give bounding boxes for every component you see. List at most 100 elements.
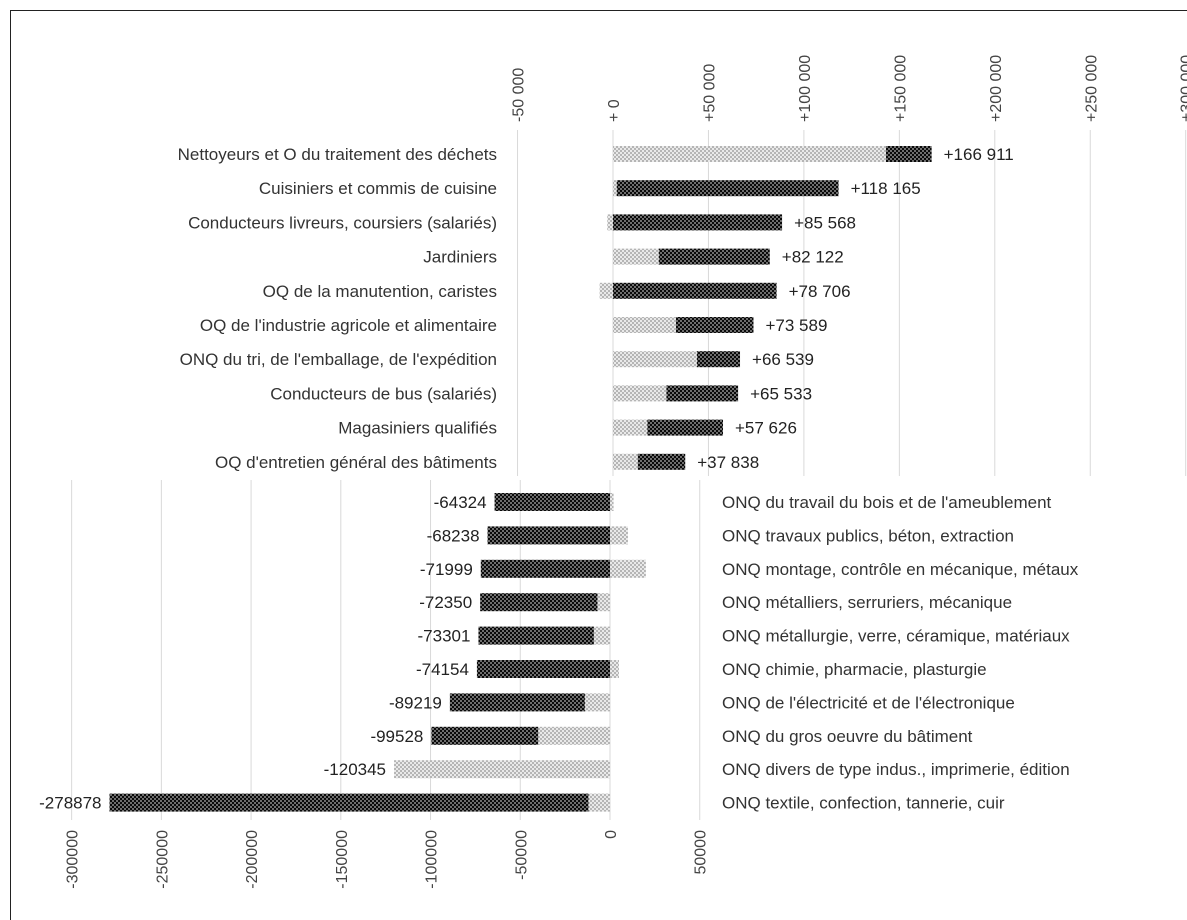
- top-axis-tick-label: +100 000: [797, 55, 814, 122]
- light-segment-bar: [607, 214, 613, 231]
- bottom-axis-tick-label: 0: [603, 830, 620, 839]
- top-data-label: +37 838: [697, 453, 759, 472]
- bottom-axis-tick-label: -50000: [513, 830, 530, 880]
- bottom-data-label: -64324: [434, 493, 487, 512]
- bottom-data-label: -99528: [370, 727, 423, 746]
- dark-segment-bar: [487, 526, 610, 545]
- top-data-label: +57 626: [735, 419, 797, 438]
- dark-segment-bar: [494, 493, 610, 511]
- bottom-axis-tick-label: -250000: [154, 830, 171, 889]
- bottom-data-label: -278878: [39, 794, 101, 813]
- light-segment-bar: [599, 282, 613, 299]
- bottom-data-label: -120345: [324, 760, 386, 779]
- light-segment-bar: [613, 146, 886, 162]
- top-data-label: +82 122: [782, 248, 844, 267]
- dark-segment-bar: [613, 214, 783, 231]
- top-data-label: +118 165: [851, 179, 921, 198]
- top-axis-tick-label: + 0: [606, 99, 623, 122]
- light-segment-bar: [613, 248, 659, 265]
- bottom-category-label: ONQ textile, confection, tannerie, cuir: [722, 794, 1005, 813]
- top-data-label: +85 568: [794, 213, 856, 232]
- top-data-label: +66 539: [752, 350, 814, 369]
- bottom-category-label: ONQ de l'électricité et de l'électroniqu…: [722, 693, 1015, 712]
- top-axis-tick-label: -50 000: [511, 68, 528, 122]
- top-category-label: OQ d'entretien général des bâtiments: [215, 453, 497, 472]
- light-segment-bar: [613, 385, 667, 402]
- bottom-data-label: -72350: [419, 593, 472, 612]
- dark-segment-bar: [613, 282, 777, 299]
- top-axis-tick-label: +50 000: [701, 64, 718, 122]
- top-category-label: Conducteurs livreurs, coursiers (salarié…: [188, 213, 497, 232]
- top-data-label: +166 911: [944, 145, 1014, 164]
- bottom-category-label: ONQ travaux publics, béton, extraction: [722, 526, 1014, 545]
- light-segment-bar: [613, 453, 638, 470]
- light-segment-bar: [394, 760, 610, 779]
- top-category-label: Magasiniers qualifiés: [338, 419, 497, 438]
- light-segment-bar: [588, 793, 610, 812]
- top-category-label: Jardiniers: [423, 248, 497, 267]
- top-axis-tick-label: +250 000: [1083, 55, 1100, 122]
- light-segment-bar: [610, 559, 646, 578]
- light-segment-bar: [538, 726, 610, 745]
- bottom-axis-tick-label: 50000: [693, 830, 710, 875]
- bottom-axis-tick-label: -300000: [65, 830, 82, 889]
- dark-segment-bar: [658, 248, 770, 265]
- top-category-label: Cuisiniers et commis de cuisine: [259, 179, 497, 198]
- dark-segment-bar: [478, 626, 594, 645]
- light-segment-bar: [613, 351, 697, 368]
- bottom-axis-tick-label: -150000: [334, 830, 351, 889]
- bottom-data-label: -89219: [389, 693, 442, 712]
- bottom-category-label: ONQ du gros oeuvre du bâtiment: [722, 727, 973, 746]
- light-segment-bar: [584, 693, 610, 712]
- top-category-label: Conducteurs de bus (salariés): [270, 384, 497, 403]
- top-category-label: OQ de la manutention, caristes: [263, 282, 497, 301]
- bottom-data-label: -73301: [418, 627, 471, 646]
- light-segment-bar: [613, 317, 676, 333]
- top-axis-tick-label: +300 000: [1179, 55, 1187, 122]
- dark-segment-bar: [476, 660, 610, 678]
- bottom-axis-tick-label: -200000: [244, 830, 261, 889]
- top-chart-gridlines: [517, 130, 1187, 476]
- top-axis-tick-label: +150 000: [892, 55, 909, 122]
- light-segment-bar: [610, 660, 619, 678]
- bottom-axis-tick-label: -100000: [424, 830, 441, 889]
- top-axis-tick-label: +200 000: [988, 55, 1005, 122]
- bottom-category-label: ONQ chimie, pharmacie, plasturgie: [722, 660, 987, 679]
- light-segment-bar: [610, 526, 628, 545]
- top-chart: -50 000 + 0 +50 000 +100 000 +150 000 +200 00…: [178, 55, 1187, 472]
- bottom-data-label: -68238: [427, 526, 480, 545]
- light-segment-bar: [597, 593, 610, 612]
- dark-segment-bar: [666, 385, 739, 402]
- light-segment-bar: [613, 180, 617, 197]
- top-category-label: Nettoyeurs et O du traitement des déchet…: [178, 145, 497, 164]
- bottom-category-label: ONQ divers de type indus., imprimerie, é…: [722, 760, 1070, 779]
- bottom-category-label: ONQ du travail du bois et de l'ameubleme…: [722, 493, 1052, 512]
- top-category-label: ONQ du tri, de l'emballage, de l'expédit…: [180, 350, 497, 369]
- dark-segment-bar: [675, 317, 754, 333]
- bottom-category-label: ONQ métalliers, serruriers, mécanique: [722, 593, 1012, 612]
- dark-segment-bar: [616, 180, 839, 197]
- bottom-chart: -300000 -250000 -200000 -150000 -100000 -5000…: [39, 493, 1079, 889]
- light-segment-bar: [593, 626, 610, 645]
- dark-segment-bar: [480, 559, 610, 578]
- light-segment-bar: [613, 419, 648, 436]
- bottom-data-label: -71999: [420, 560, 473, 579]
- dark-segment-bar: [647, 419, 724, 436]
- dark-segment-bar: [637, 453, 686, 470]
- bottom-category-label: ONQ métallurgie, verre, céramique, matér…: [722, 627, 1070, 646]
- light-segment-bar: [610, 493, 614, 511]
- dark-segment-bar: [109, 793, 589, 812]
- top-data-label: +78 706: [789, 282, 851, 301]
- dark-segment-bar: [885, 146, 932, 162]
- dark-segment-bar: [431, 726, 539, 745]
- dark-segment-bar: [480, 593, 598, 612]
- top-category-label: OQ de l'industrie agricole et alimentair…: [200, 316, 497, 335]
- dark-segment-bar: [696, 351, 741, 368]
- dark-segment-bar: [449, 693, 585, 712]
- chart-frame: [10, 10, 1187, 920]
- bottom-category-label: ONQ montage, contrôle en mécanique, méta…: [722, 560, 1079, 579]
- bottom-data-label: -74154: [416, 660, 469, 679]
- top-data-label: +65 533: [750, 384, 812, 403]
- top-data-label: +73 589: [765, 316, 827, 335]
